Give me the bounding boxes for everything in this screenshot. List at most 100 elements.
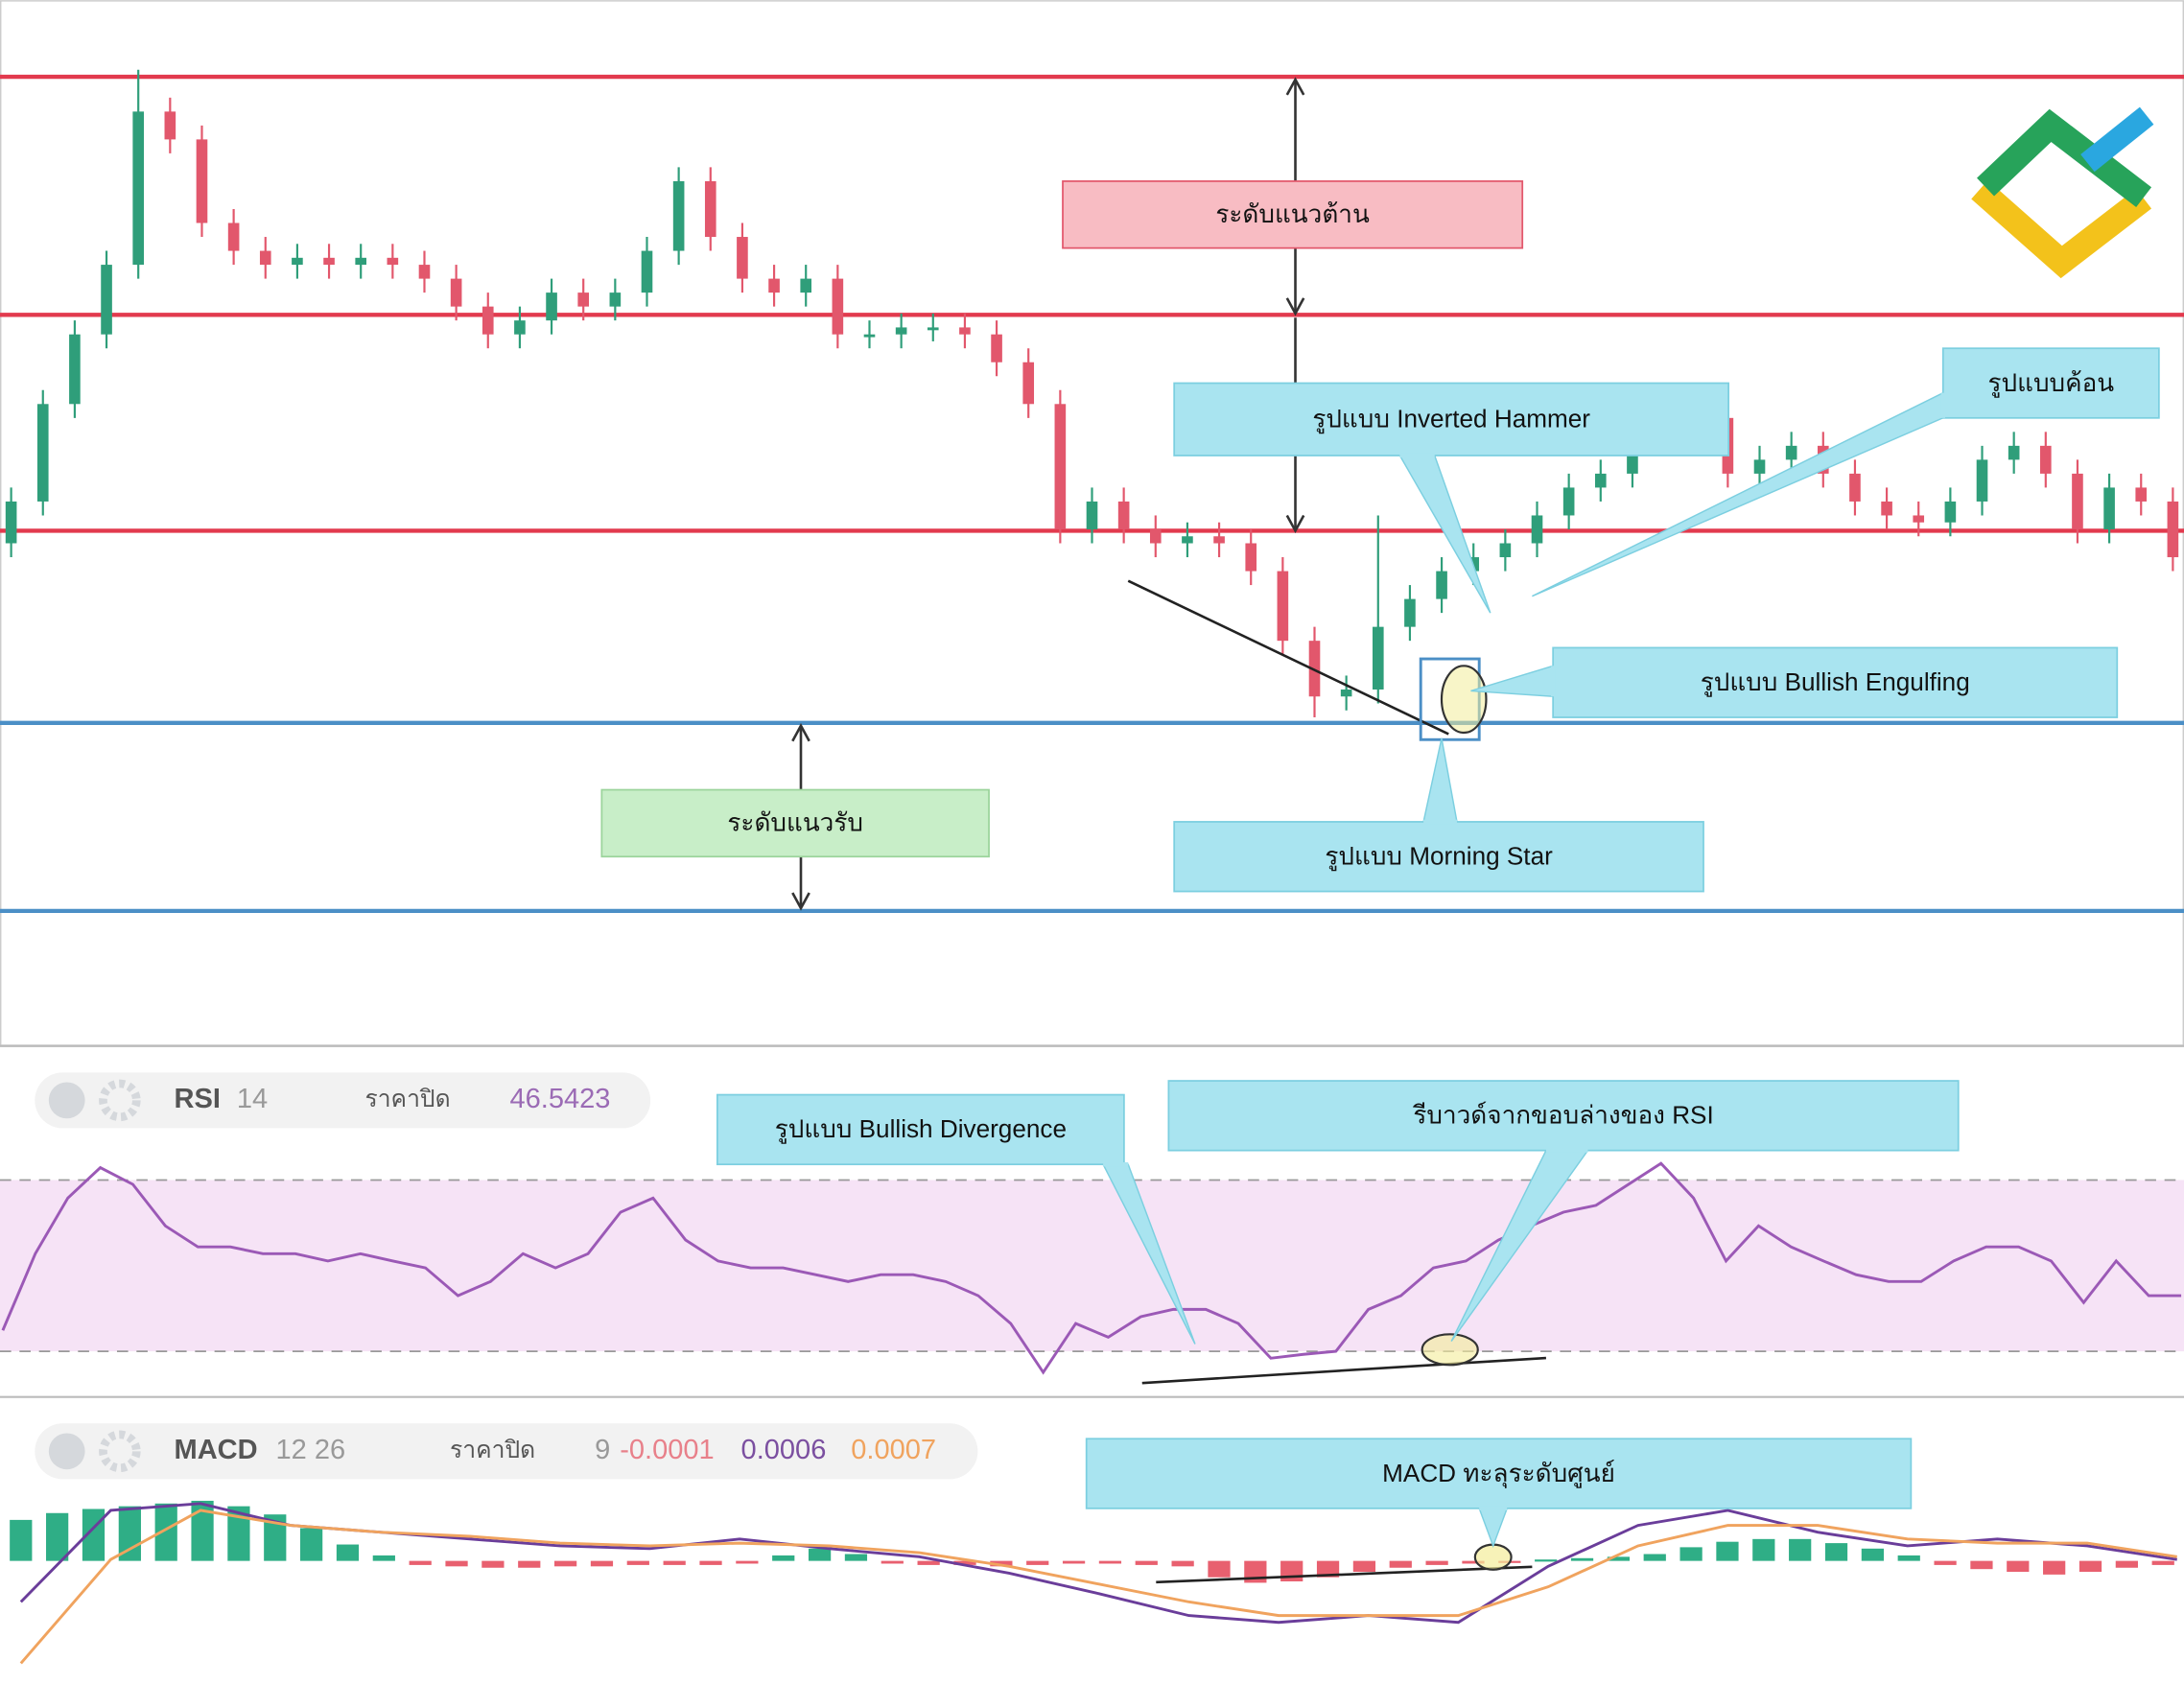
histogram-bar [953,1560,976,1565]
candle-body [1149,528,1162,544]
histogram-bar [1208,1560,1231,1578]
candle-body [1849,473,1861,502]
candle-body [196,139,208,223]
callout-label: รีบาวด์จากขอบล่างของ RSI [1412,1101,1713,1130]
candle-body [1976,459,1988,502]
candle-body [387,257,399,266]
candle-body [577,292,590,307]
histogram-bar [154,1503,177,1561]
histogram-bar [1316,1560,1340,1578]
pattern-ellipse [1473,1543,1513,1571]
candle-body [1913,515,1925,523]
callout-label: ระดับแนวรับ [727,808,863,837]
indicator-param: 9 [595,1435,610,1465]
candle-body [2039,445,2052,474]
histogram-bar [772,1555,795,1561]
histogram-bar [1389,1560,1412,1568]
histogram-bar [1607,1556,1631,1561]
candle-body [292,257,303,266]
candle-body [1785,445,1797,460]
histogram-bar [518,1560,541,1568]
candle-body [2008,445,2020,460]
histogram-bar [336,1544,360,1561]
histogram-bar [1280,1560,1303,1581]
candle-body [1594,473,1607,488]
histogram-bar [1752,1538,1775,1561]
settings-icon[interactable] [99,1430,141,1473]
histogram-bar [300,1528,323,1561]
histogram-bar [1716,1541,1739,1561]
candle-body [1245,543,1257,572]
macd-value: 0.0006 [741,1435,827,1465]
histogram-bar [1535,1559,1558,1562]
candle-body [101,265,112,335]
candle-body [895,327,907,335]
arrow-head [1285,77,1305,96]
logo-blue [2080,106,2154,173]
candle-body [164,111,176,140]
arrow-head [1285,514,1305,534]
histogram-bar [590,1560,614,1567]
candle-body [1086,501,1098,529]
candle-body [1881,501,1892,516]
histogram-bar [808,1548,832,1561]
histogram-bar [409,1560,432,1565]
callout-label: รูปแบบ Bullish Divergence [775,1114,1067,1144]
logo-yellow [1971,179,2152,279]
arrow-head [791,723,810,742]
histogram-bar [1934,1560,1957,1565]
rsi-line [1,1161,2182,1375]
arrow-head [1285,297,1305,316]
candle-body [609,292,622,307]
histogram-bar [227,1506,250,1561]
candle-body [704,180,716,238]
histogram-bar [2078,1560,2102,1573]
logo-green [1977,108,2152,207]
histogram-bar [2007,1560,2030,1573]
candle-body [1277,571,1289,642]
candle-body [259,250,271,266]
candle-body [641,250,653,293]
rsi-band [0,1180,2184,1352]
callout-label: รูปแบบ Bullish Engulfing [1701,667,1970,697]
close-icon[interactable] [48,1082,85,1119]
close-icon[interactable] [48,1433,85,1470]
callout-label: ระดับแนวต้าน [1215,199,1370,228]
histogram-bar [46,1512,69,1561]
histogram-bar [10,1519,33,1561]
candle-body [1436,571,1447,599]
histogram-bar [663,1560,686,1565]
histogram-bar [1425,1560,1448,1565]
histogram-bar [699,1560,722,1565]
histogram-bar [1679,1547,1703,1561]
candle-body [227,222,240,251]
indicator-param: 12 26 [276,1435,346,1465]
histogram-bar [917,1560,940,1565]
candle-body [959,327,971,335]
candle-body [1531,515,1543,544]
trend-line [1141,1356,1546,1385]
candle-body [1182,536,1193,544]
candle-body [481,306,494,335]
candle-body [5,501,17,544]
indicator-name: MACD [175,1435,258,1465]
callout-label: MACD ทะลุระดับศูนย์ [1382,1459,1615,1488]
candle-body [768,278,780,293]
histogram-bar [1789,1538,1812,1561]
candle-body [1054,404,1067,529]
pattern-ellipse [1421,1333,1479,1367]
candle-body [1117,501,1130,529]
settings-icon[interactable] [99,1079,141,1122]
histogram-bar [1861,1548,1884,1561]
annotations-layer: RSI 14 ราคาปิด 46.5423 MACD 12 26 ราคาปิ… [35,77,2160,1584]
histogram-bar [1462,1560,1485,1564]
candle-body [36,404,49,502]
signal-line [19,1509,2177,1665]
trend-line [1127,579,1449,736]
background-layer [0,1180,2184,1352]
candle-body [546,292,557,321]
indicator-param: 14 [237,1084,268,1114]
rsi-header [35,1072,651,1129]
